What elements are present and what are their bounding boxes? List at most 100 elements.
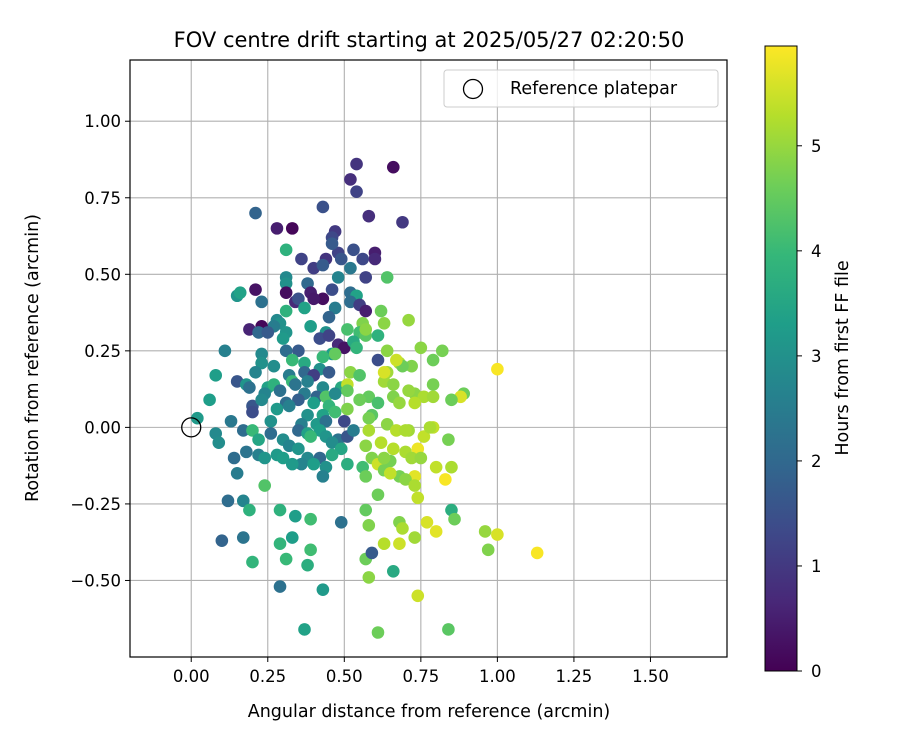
data-point	[442, 433, 455, 446]
data-point	[304, 543, 317, 557]
data-point	[246, 424, 259, 437]
data-point	[258, 479, 272, 492]
reference-point-icon	[181, 417, 202, 438]
data-point	[292, 393, 305, 407]
data-point	[298, 623, 311, 636]
data-point	[203, 393, 216, 407]
data-point	[273, 384, 287, 397]
data-point	[334, 515, 348, 529]
data-point	[368, 252, 382, 266]
data-point	[243, 503, 256, 517]
data-point	[417, 430, 431, 443]
legend: Reference platepar	[443, 69, 719, 108]
data-point	[292, 442, 305, 456]
data-point	[258, 451, 272, 465]
data-point	[282, 399, 296, 413]
data-point	[328, 347, 342, 361]
data-point	[316, 258, 330, 272]
data-point	[319, 414, 333, 428]
data-point	[285, 222, 299, 235]
data-point	[227, 451, 241, 465]
data-point	[325, 436, 339, 449]
colorbar-ticks: 0 1 2 3 4 5	[797, 137, 822, 681]
data-point	[445, 460, 458, 474]
legend-label: Reference platepar	[510, 79, 678, 99]
data-point	[359, 304, 373, 318]
data-point	[298, 356, 311, 370]
data-point	[353, 393, 366, 407]
data-point	[255, 295, 268, 309]
data-point	[328, 405, 342, 419]
data-point	[399, 473, 412, 486]
data-point	[362, 209, 376, 223]
data-point	[289, 378, 302, 391]
data-point	[316, 583, 330, 596]
data-point	[371, 329, 385, 342]
data-point	[307, 457, 320, 471]
data-point	[270, 222, 284, 235]
data-point	[420, 515, 434, 529]
data-point	[295, 457, 308, 471]
data-point	[334, 252, 348, 266]
data-point	[240, 445, 253, 459]
data-point	[285, 457, 299, 471]
data-point	[383, 467, 397, 480]
y-axis-ticks: −0.50 −0.25 0.00 0.25 0.50 0.75 1.00	[70, 112, 130, 590]
data-point	[426, 390, 440, 404]
data-point	[279, 243, 293, 257]
data-point	[362, 424, 376, 437]
data-point	[374, 436, 388, 449]
data-point	[322, 365, 336, 379]
data-point	[491, 362, 504, 376]
data-point	[341, 402, 354, 416]
data-point	[298, 301, 311, 315]
data-point	[435, 344, 449, 358]
data-point	[279, 277, 293, 290]
data-point	[218, 344, 232, 358]
data-point	[249, 283, 262, 296]
data-point	[350, 157, 363, 171]
y-axis-label: Rotation from reference (arcmin)	[23, 214, 43, 502]
data-point	[341, 323, 354, 336]
data-point	[396, 215, 409, 229]
data-point	[328, 301, 342, 315]
data-point	[209, 369, 223, 382]
data-point	[270, 402, 284, 416]
data-point	[374, 304, 388, 318]
data-point	[405, 359, 418, 373]
data-point	[445, 393, 458, 407]
y-tick-label: 0.75	[84, 189, 121, 208]
data-point	[279, 344, 293, 358]
data-point	[426, 378, 440, 391]
data-point	[429, 525, 443, 538]
data-point	[292, 292, 305, 306]
data-point	[236, 424, 250, 437]
data-point	[396, 522, 409, 535]
data-point	[359, 271, 373, 284]
data-point	[408, 396, 422, 410]
data-point	[359, 439, 373, 453]
colorbar-tick-label: 3	[811, 347, 822, 366]
data-point	[371, 353, 385, 367]
data-point	[386, 378, 400, 391]
data-point	[411, 491, 425, 505]
x-tick-label: 1.50	[632, 667, 669, 686]
data-point	[399, 424, 412, 437]
data-point	[408, 531, 422, 544]
data-point	[264, 414, 278, 428]
data-point	[334, 442, 348, 456]
colorbar-tick-label: 2	[811, 452, 822, 471]
data-point	[341, 384, 354, 397]
data-point	[380, 344, 394, 358]
data-point	[377, 537, 391, 551]
data-point	[386, 564, 400, 578]
data-point	[338, 414, 351, 428]
data-point	[448, 512, 461, 526]
data-point	[417, 390, 431, 404]
data-point	[236, 531, 250, 544]
data-point	[390, 353, 403, 367]
data-point	[344, 173, 357, 186]
data-point	[249, 365, 262, 379]
legend-box	[443, 69, 719, 108]
data-point	[331, 271, 345, 284]
